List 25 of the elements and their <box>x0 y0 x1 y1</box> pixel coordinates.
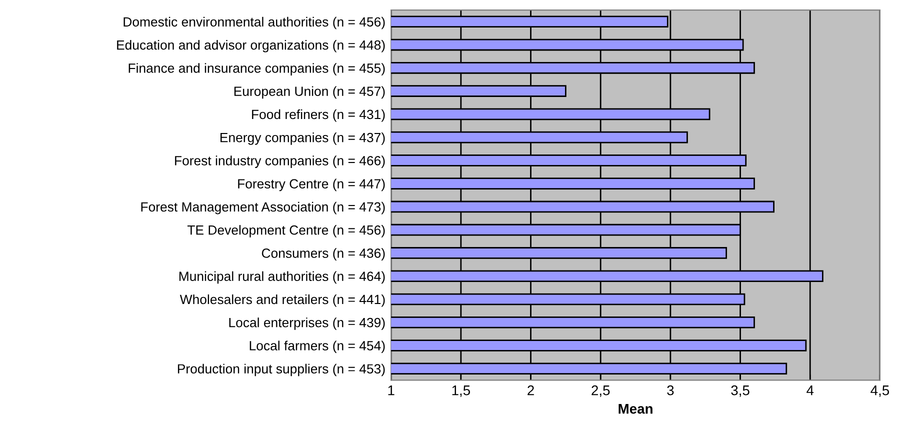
y-tick-label: Municipal rural authorities (n = 464) <box>179 271 385 284</box>
y-tick-label: Forest industry companies (n = 466) <box>175 156 385 168</box>
y-tick-label: TE Development Centre (n = 456) <box>187 225 385 238</box>
x-tick-label: 1 <box>388 386 394 396</box>
y-tick-label: Wholesalers and retailers (n = 441) <box>180 294 385 307</box>
x-tick-label: 3,5 <box>731 385 750 397</box>
x-tick-label: 3 <box>667 385 674 396</box>
y-tick-label: Finance and insurance companies (n = 455) <box>128 63 385 76</box>
x-tick-label: 4 <box>806 386 814 396</box>
x-tick-label: 4,5 <box>870 386 890 397</box>
y-tick-label: Energy companies (n = 437) <box>220 132 385 145</box>
x-tick-label: 1,5 <box>452 386 470 397</box>
y-tick-label: Local farmers (n = 454) <box>250 340 385 353</box>
x-tick-label: 2 <box>528 385 534 396</box>
x-tick-label: 2,5 <box>592 385 610 397</box>
y-tick-label: Consumers (n = 436) <box>262 248 385 260</box>
y-tick-label: Domestic environmental authorities (n = 456) <box>124 16 385 30</box>
y-tick-label: Forest Management Association (n = 473) <box>141 202 385 214</box>
y-tick-label: Production input suppliers (n = 453) <box>178 364 385 376</box>
y-tick-label: European Union (n = 457) <box>234 86 385 99</box>
y-tick-label: Education and advisor organizations (n = 448) <box>117 40 385 52</box>
y-tick-label: Local enterprises (n = 439) <box>229 318 385 330</box>
y-tick-label: Forestry Centre (n = 447) <box>238 178 385 192</box>
y-tick-label: Food refiners (n = 431) <box>252 109 385 122</box>
x-axis-title: Mean <box>618 404 652 414</box>
